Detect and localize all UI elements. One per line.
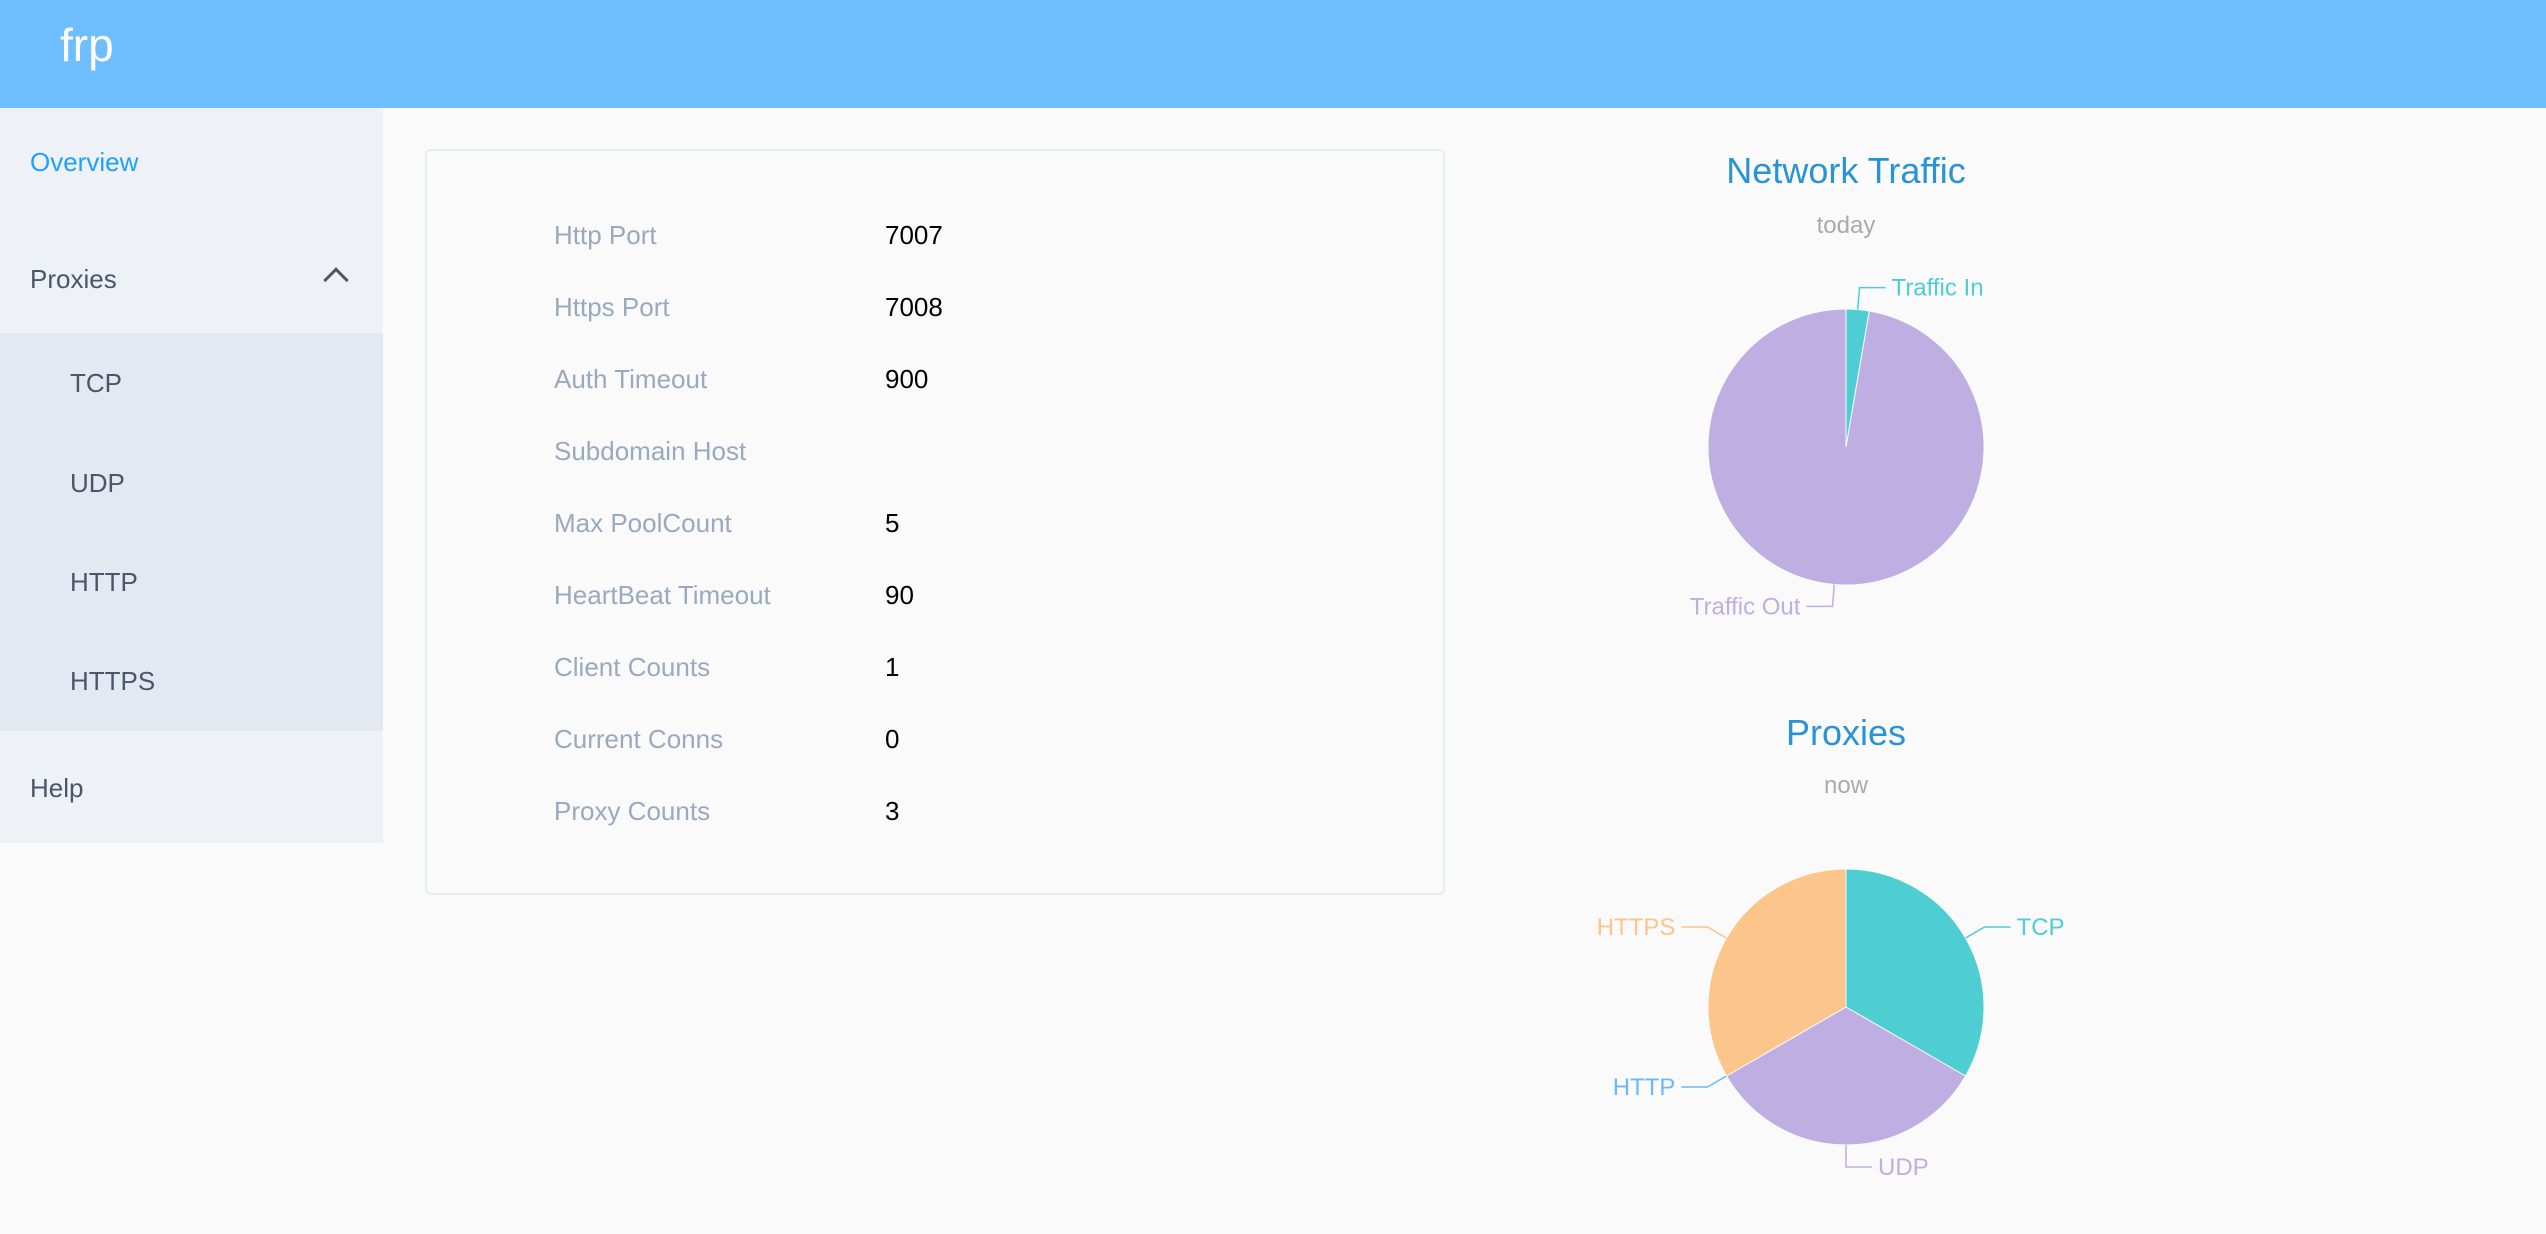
info-row: Https Port 7008: [554, 287, 943, 327]
info-label: Auth Timeout: [554, 363, 708, 394]
label-line: [1965, 926, 2011, 939]
info-row: Http Port 7007: [554, 215, 943, 255]
info-row: Subdomain Host: [554, 431, 885, 471]
info-row: Current Conns 0: [554, 719, 899, 759]
traffic-pie-chart: Traffic In Traffic Out: [1690, 275, 1985, 620]
info-value: 90: [885, 579, 914, 610]
label-line: [1856, 286, 1886, 310]
proxies-chart-subtitle: now: [1823, 772, 1869, 799]
info-row: Max PoolCount 5: [554, 503, 899, 543]
info-value: 7008: [885, 291, 943, 322]
sidebar-item-udp[interactable]: UDP: [70, 467, 125, 498]
sidebar-item-proxies[interactable]: Proxies: [0, 225, 383, 333]
label-line: [1681, 1075, 1727, 1088]
pie-label: TCP: [2017, 914, 2065, 941]
info-label: Http Port: [554, 219, 657, 250]
proxies-chart-title: Proxies: [1785, 712, 1907, 753]
sidebar-item-http[interactable]: HTTP: [70, 566, 138, 597]
info-label: HeartBeat Timeout: [554, 579, 771, 610]
info-label: Proxy Counts: [554, 795, 711, 826]
sidebar-item-https[interactable]: HTTPS: [70, 665, 156, 696]
proxies-submenu: TCP UDP HTTP HTTPS: [0, 333, 383, 731]
info-label: Subdomain Host: [554, 435, 747, 466]
sidebar-item-help[interactable]: Help: [30, 772, 84, 803]
sidebar: Overview Proxies TCP UDP HTTP HTTPS Help: [0, 108, 383, 843]
top-header: frp: [0, 0, 2546, 108]
app-logo: frp: [60, 19, 114, 71]
info-label: Current Conns: [554, 723, 724, 754]
sidebar-item-overview[interactable]: Overview: [30, 146, 139, 177]
traffic-chart-title: Network Traffic: [1726, 150, 1966, 191]
pie-slice-traffic-out[interactable]: [1707, 308, 1985, 586]
pie-label: Traffic Out: [1690, 593, 1801, 620]
info-value: 7007: [885, 219, 943, 250]
proxies-pie-chart: TCP UDP HTTP HTTPS: [1597, 868, 2065, 1181]
info-row: Proxy Counts 3: [554, 791, 899, 831]
pie-label: HTTPS: [1597, 914, 1676, 941]
pie-label: UDP: [1878, 1154, 1929, 1181]
info-row: Auth Timeout 900: [554, 359, 928, 399]
info-value: 0: [885, 723, 900, 754]
chevron-up-icon: [323, 267, 349, 293]
label-line: [1845, 1145, 1872, 1168]
info-value: 3: [885, 795, 900, 826]
label-line: [1681, 926, 1727, 939]
sidebar-item-tcp[interactable]: TCP: [70, 367, 122, 398]
server-info-card: Http Port 7007 Https Port 7008 Auth Timeout 9…: [425, 149, 1445, 895]
label-line: [1806, 584, 1836, 608]
info-value: 5: [885, 507, 900, 538]
info-label: Max PoolCount: [554, 507, 732, 538]
pie-label: Traffic In: [1892, 275, 1984, 302]
info-row: Client Counts 1: [554, 647, 899, 687]
info-row: HeartBeat Timeout 90: [554, 575, 914, 615]
info-value: 1: [885, 651, 900, 682]
traffic-chart-subtitle: today: [1816, 212, 1876, 239]
info-label: Client Counts: [554, 651, 711, 682]
info-label: Https Port: [554, 291, 670, 322]
sidebar-item-label: Proxies: [30, 263, 117, 294]
pie-label: HTTP: [1613, 1074, 1676, 1101]
info-value: 900: [885, 363, 929, 394]
